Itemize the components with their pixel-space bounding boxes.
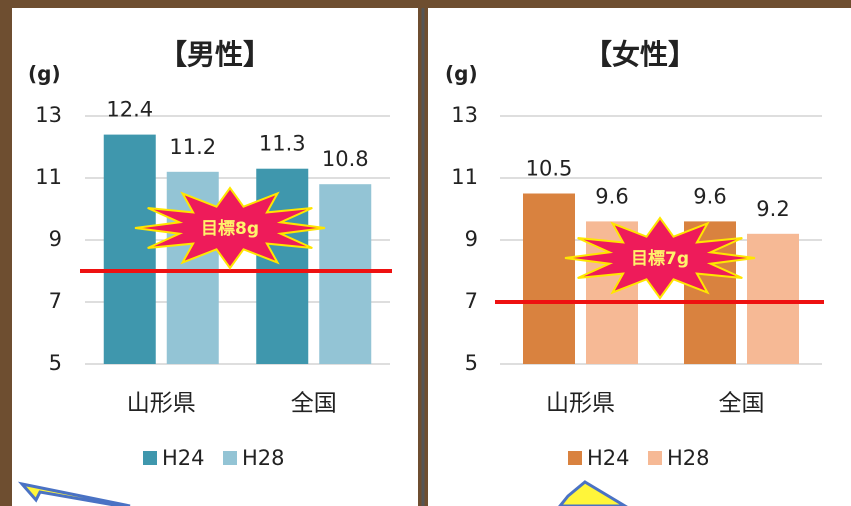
value-label: 11.3	[259, 132, 306, 156]
legend-swatch	[143, 451, 157, 465]
legend-label: H24	[587, 446, 630, 470]
y-tick-label: 5	[49, 351, 62, 375]
annotation: 目標7g	[631, 248, 689, 269]
chart-title: 【女性】	[584, 38, 696, 71]
y-tick-label: 11	[35, 165, 62, 189]
legend-swatch	[648, 451, 662, 465]
y-tick-label: 9	[49, 227, 62, 251]
value-label: 9.2	[756, 197, 789, 221]
legend-swatch	[568, 451, 582, 465]
value-label: 10.8	[322, 147, 369, 171]
value-label: 9.6	[595, 184, 628, 208]
annotation: 目標8g	[201, 218, 259, 239]
y-tick-label: 7	[465, 289, 478, 313]
bar	[523, 194, 575, 365]
bar	[104, 135, 156, 364]
bar	[319, 184, 371, 364]
y-tick-label: 7	[49, 289, 62, 313]
legend-label: H24	[162, 446, 205, 470]
screen: 【男性】 (g) 5 7 9 11 13 山形県 12.4 11.2 全国 11.3 10.8 H24 H2…	[0, 0, 851, 506]
legend-label: H28	[667, 446, 710, 470]
value-label: 11.2	[169, 135, 216, 159]
value-label: 10.5	[526, 157, 573, 181]
y-tick-label: 9	[465, 227, 478, 251]
legend-swatch	[223, 451, 237, 465]
value-label: 12.4	[106, 98, 153, 122]
chart-title: 【男性】	[159, 38, 271, 71]
y-tick-label: 5	[465, 351, 478, 375]
y-tick-label: 13	[451, 103, 478, 127]
legend-label: H28	[242, 446, 285, 470]
x-tick-label: 山形県	[546, 391, 615, 417]
y-axis-label: (g)	[28, 62, 61, 86]
x-tick-label: 全国	[291, 391, 337, 417]
y-tick-label: 13	[35, 103, 62, 127]
x-tick-label: 山形県	[127, 391, 196, 417]
bar	[747, 234, 799, 364]
value-label: 9.6	[693, 184, 726, 208]
y-axis-label: (g)	[445, 62, 478, 86]
x-tick-label: 全国	[719, 391, 765, 417]
y-tick-label: 11	[451, 165, 478, 189]
